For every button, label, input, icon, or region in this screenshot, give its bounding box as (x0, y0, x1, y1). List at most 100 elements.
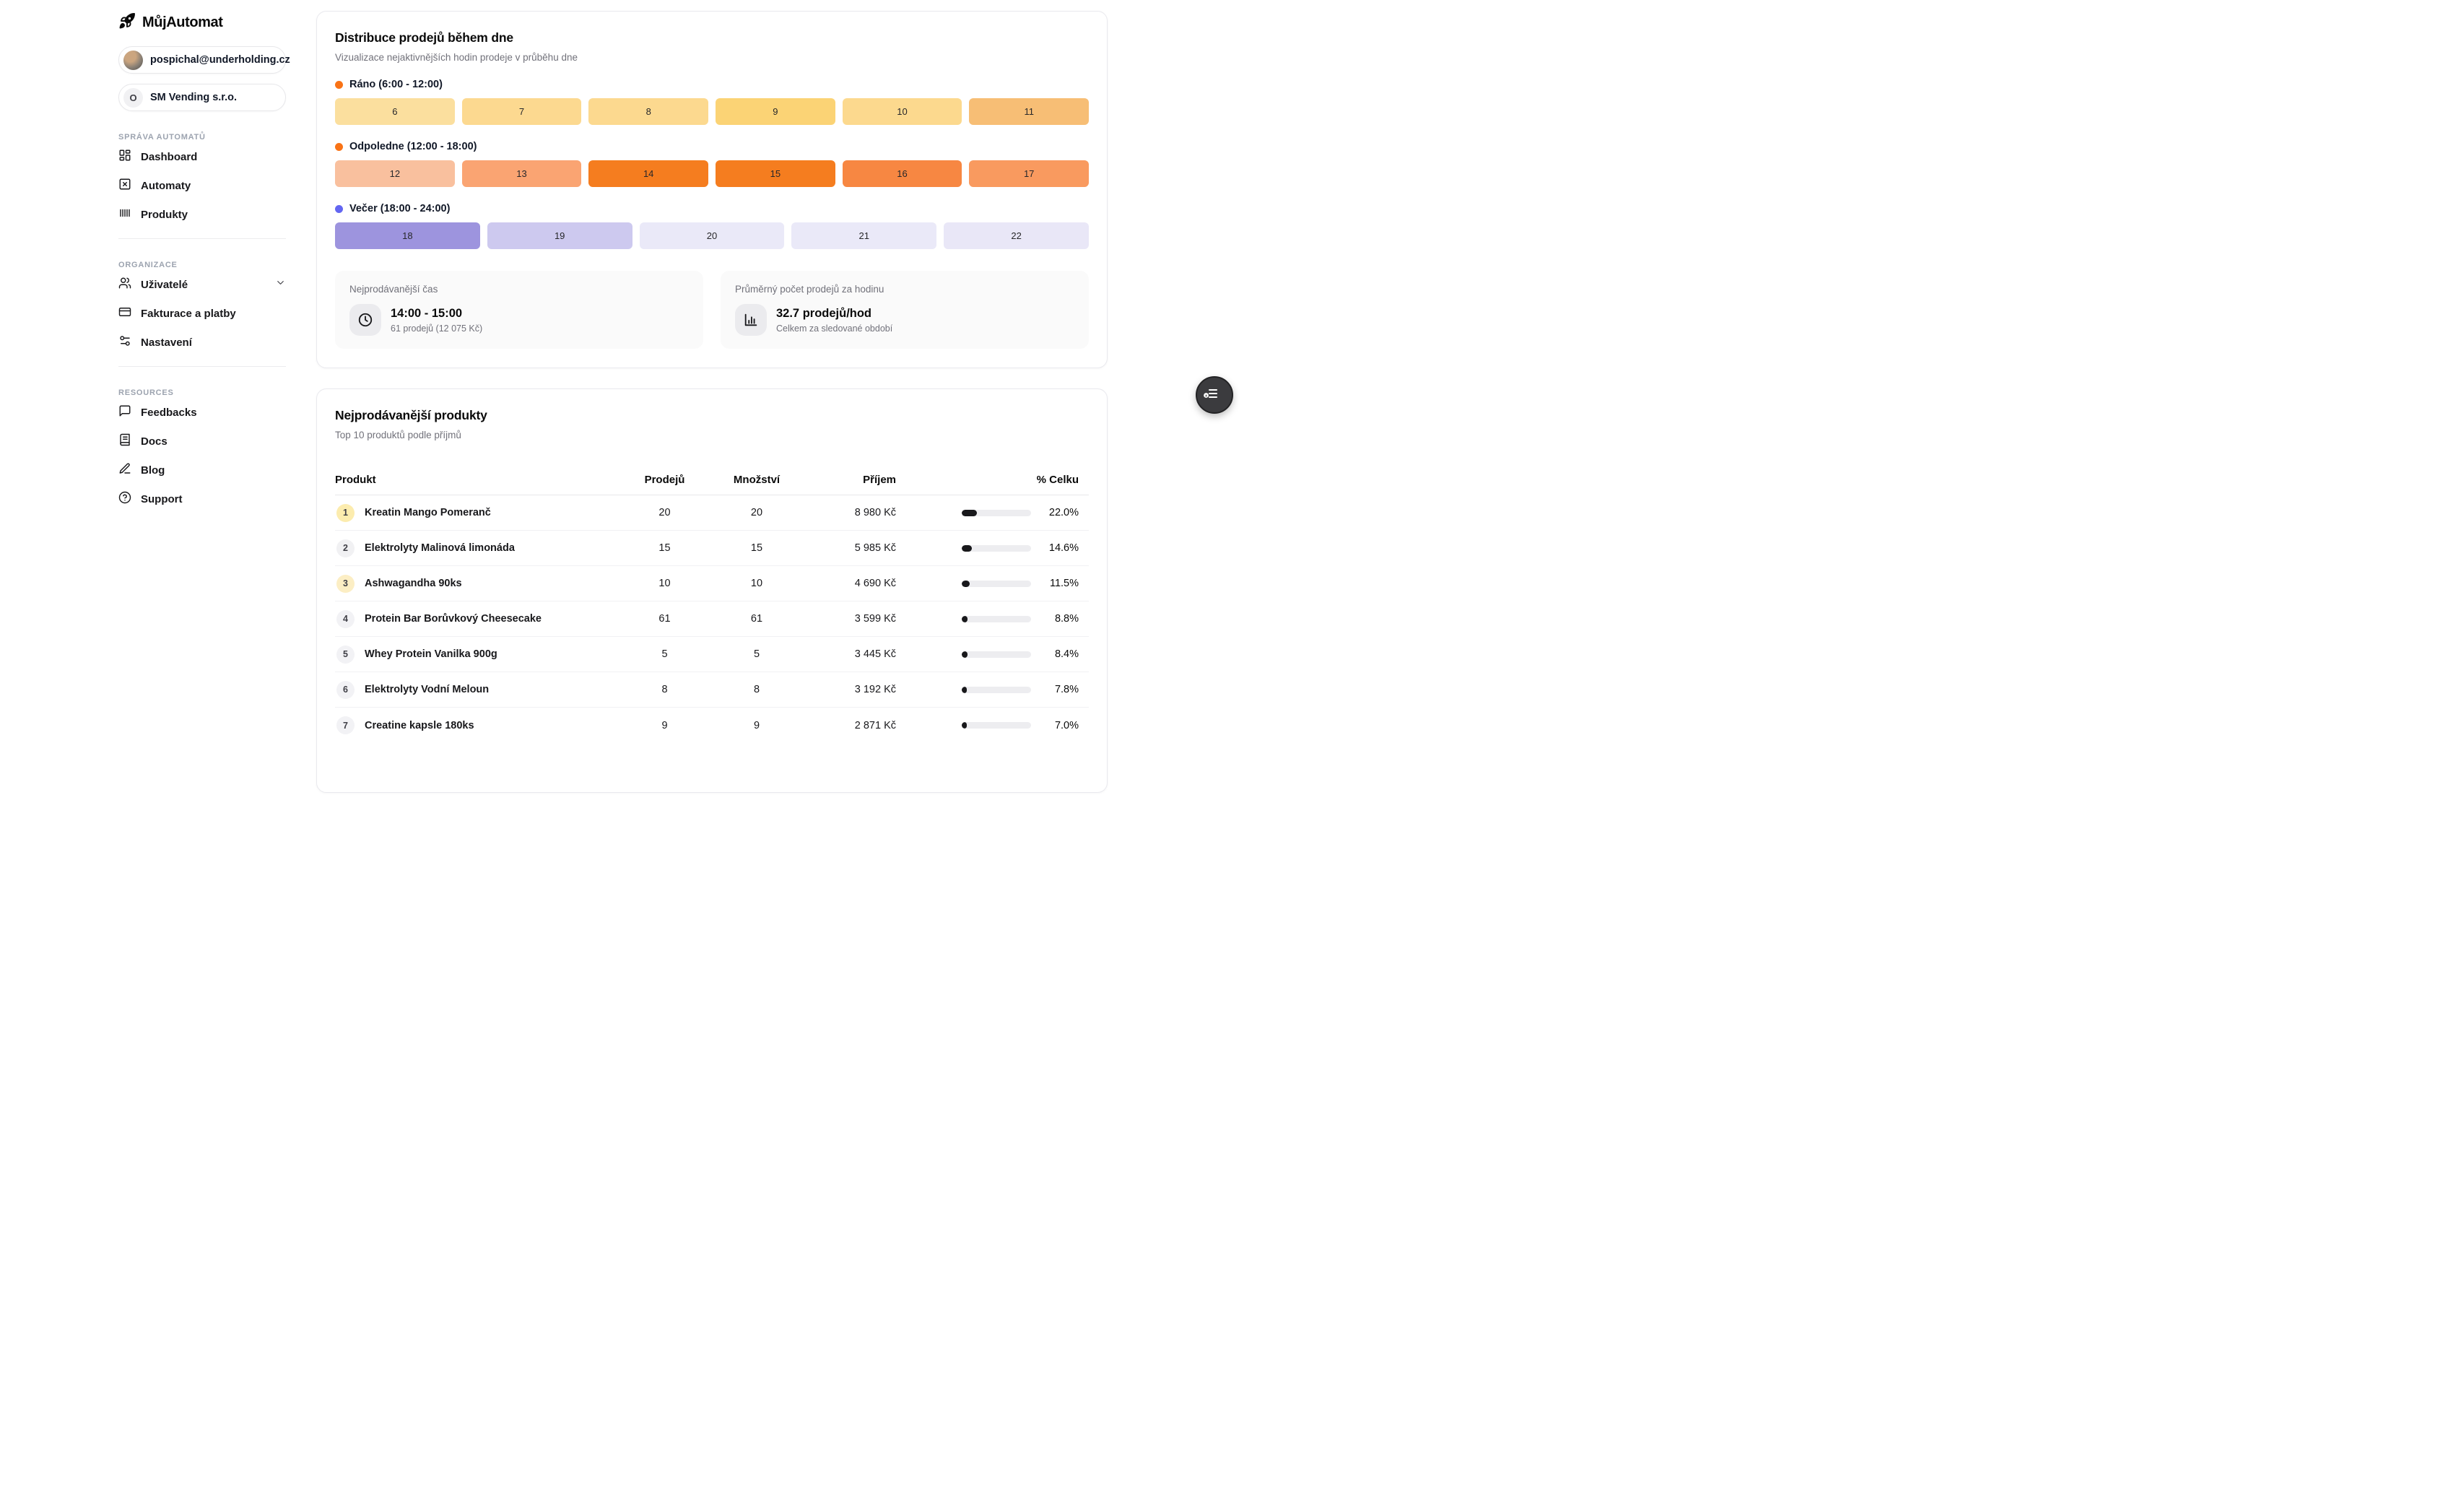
sidebar-item-u-ivatel-[interactable]: Uživatelé (118, 271, 286, 298)
rank-badge: 1 (336, 503, 355, 522)
table-row[interactable]: 3 Ashwagandha 90ks 10 10 4 690 Kč 11.5% (335, 566, 1089, 601)
sidebar-item-dashboard[interactable]: Dashboard (118, 143, 286, 170)
pct-bar-track (962, 509, 1031, 516)
hour-block-21[interactable]: 21 (791, 222, 937, 249)
pct-bar-fill (962, 580, 970, 587)
brand[interactable]: MůjAutomat (118, 12, 286, 33)
product-sales: 61 (658, 613, 671, 625)
nav-section-label: SPRÁVA AUTOMATŮ (118, 133, 206, 142)
product-name: Creatine kapsle 180ks (365, 719, 474, 731)
credit-card-icon (118, 305, 131, 322)
sidebar-divider (118, 238, 286, 239)
stat-label: Průměrný počet prodejů za hodinu (735, 284, 884, 295)
table-row[interactable]: 5 Whey Protein Vanilka 900g 5 5 3 445 Kč… (335, 637, 1089, 672)
product-revenue: 4 690 Kč (854, 578, 896, 589)
sidebar-nav: SPRÁVA AUTOMATŮ Dashboard Automaty Produ… (118, 133, 286, 513)
nav-item-label: Automaty (141, 179, 191, 192)
table-row[interactable]: 7 Creatine kapsle 180ks 9 9 2 871 Kč 7.0… (335, 708, 1089, 743)
hour-block-14[interactable]: 14 (588, 160, 709, 187)
product-revenue: 3 192 Kč (854, 684, 896, 695)
pct-bar-fill (962, 651, 968, 658)
pct-bar-track (962, 544, 1031, 552)
pct-bar-fill (962, 615, 968, 622)
sidebar-item-nastaven-[interactable]: Nastavení (118, 329, 286, 356)
table-row[interactable]: 6 Elektrolyty Vodní Meloun 8 8 3 192 Kč … (335, 672, 1089, 708)
rocket-icon (118, 12, 136, 33)
user-menu-pill[interactable]: pospichal@underholding.cz (118, 46, 290, 74)
hour-row: 18 19 20 21 22 (335, 222, 1089, 249)
sidebar-item-blog[interactable]: Blog (118, 456, 286, 484)
sidebar-item-support[interactable]: Support (118, 485, 286, 513)
organization-switcher-pill[interactable]: O SM Vending s.r.o. (118, 84, 286, 111)
nav-item-label: Produkty (141, 208, 188, 221)
table-header: Produkt Prodejů Množství Příjem % Celku (335, 465, 1089, 495)
product-revenue: 8 980 Kč (854, 507, 896, 518)
stat-sub: Celkem za sledované období (776, 323, 893, 334)
pencil-icon (118, 462, 131, 479)
sidebar-item-fakturace-a-platby[interactable]: Fakturace a platby (118, 300, 286, 327)
hour-block-18[interactable]: 18 (335, 222, 480, 249)
product-name: Ashwagandha 90ks (365, 578, 462, 589)
pct-label: 7.8% (1054, 684, 1079, 695)
product-sales: 15 (658, 542, 671, 554)
pct-bar-fill (962, 544, 973, 552)
group-label: Odpoledne (12:00 - 18:00) (349, 141, 477, 152)
feedback-widget-button[interactable] (1196, 376, 1233, 414)
message-icon (118, 404, 131, 421)
product-name: Elektrolyty Malinová limonáda (365, 542, 515, 554)
distribution-card-title: Distribuce prodejů během dne (335, 30, 513, 45)
product-sales: 10 (658, 578, 671, 589)
sidebar-item-automaty[interactable]: Automaty (118, 172, 286, 199)
brand-name: MůjAutomat (142, 14, 223, 30)
hour-block-12[interactable]: 12 (335, 160, 455, 187)
table-row[interactable]: 4 Protein Bar Borůvkový Cheesecake 61 61… (335, 601, 1089, 637)
user-email: pospichal@underholding.cz (150, 54, 290, 66)
clock-icon (349, 304, 381, 336)
main-content: Distribuce prodejů během dne Vizualizace… (316, 11, 1108, 793)
best-time-stat: Nejprodávanější čas 14:00 - 15:00 61 pro… (335, 271, 703, 349)
nav-item-label: Uživatelé (141, 278, 188, 291)
table-row[interactable]: 1 Kreatin Mango Pomeranč 20 20 8 980 Kč … (335, 495, 1089, 531)
hour-block-7[interactable]: 7 (461, 98, 582, 125)
pct-label: 7.0% (1054, 719, 1079, 731)
hour-block-9[interactable]: 9 (716, 98, 835, 125)
sidebar-item-feedbacks[interactable]: Feedbacks (118, 399, 286, 426)
hour-block-15[interactable]: 15 (716, 160, 835, 187)
chevron-down-icon[interactable] (275, 277, 286, 292)
hour-block-22[interactable]: 22 (944, 222, 1089, 249)
pct-bar-track (962, 615, 1031, 622)
product-name: Protein Bar Borůvkový Cheesecake (365, 613, 542, 625)
hour-block-20[interactable]: 20 (639, 222, 785, 249)
organization-name: SM Vending s.r.o. (150, 92, 238, 103)
hour-block-17[interactable]: 17 (969, 160, 1090, 187)
hour-block-10[interactable]: 10 (842, 98, 962, 125)
pct-label: 8.8% (1054, 613, 1079, 625)
hour-block-13[interactable]: 13 (461, 160, 582, 187)
dashboard-icon (118, 149, 131, 165)
col-header-prijem: Příjem (863, 474, 896, 486)
organization-avatar: O (123, 87, 143, 108)
rank-badge: 2 (336, 539, 355, 557)
stat-sub: 61 prodejů (12 075 Kč) (391, 323, 483, 334)
avatar (123, 50, 143, 70)
bar-chart-icon (735, 304, 767, 336)
nav-item-label: Docs (141, 435, 168, 448)
table-row[interactable]: 2 Elektrolyty Malinová limonáda 15 15 5 … (335, 531, 1089, 566)
sidebar-item-docs[interactable]: Docs (118, 427, 286, 455)
product-revenue: 2 871 Kč (854, 719, 896, 731)
users-icon (118, 277, 131, 293)
hour-block-6[interactable]: 6 (335, 98, 455, 125)
group-label: Ráno (6:00 - 12:00) (349, 79, 443, 90)
product-sales: 8 (661, 684, 668, 695)
pct-bar-fill (962, 509, 978, 516)
hour-block-8[interactable]: 8 (588, 98, 709, 125)
group-dot (335, 80, 343, 89)
stat-value: 32.7 prodejů/hod (776, 306, 872, 320)
help-icon (118, 491, 131, 508)
group-label: Večer (18:00 - 24:00) (349, 203, 451, 214)
pct-label: 22.0% (1048, 507, 1079, 518)
hour-block-11[interactable]: 11 (969, 98, 1090, 125)
sidebar-item-produkty[interactable]: Produkty (118, 201, 286, 228)
hour-block-16[interactable]: 16 (842, 160, 962, 187)
hour-block-19[interactable]: 19 (487, 222, 632, 249)
